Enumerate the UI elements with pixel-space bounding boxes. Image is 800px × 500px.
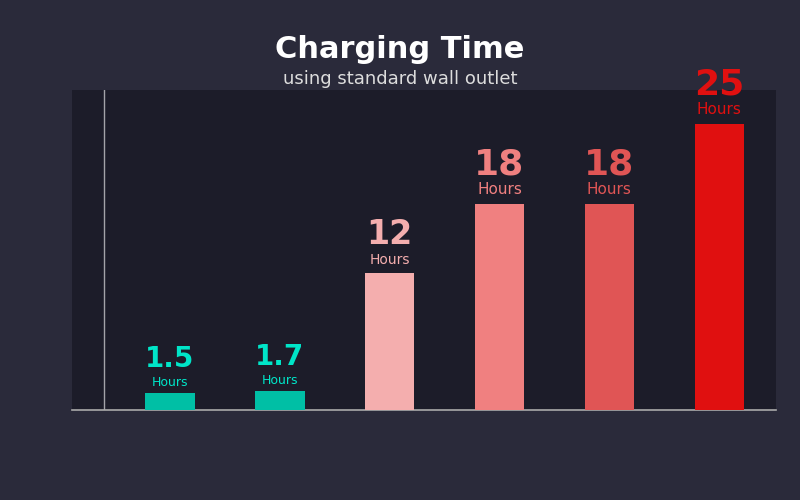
Text: Hours: Hours xyxy=(587,182,632,198)
Text: 1.7: 1.7 xyxy=(255,342,305,370)
Bar xyxy=(585,204,634,410)
Text: using standard wall outlet: using standard wall outlet xyxy=(282,70,518,88)
Bar xyxy=(365,273,414,410)
Text: 12: 12 xyxy=(366,218,413,251)
Text: Hours: Hours xyxy=(262,374,298,386)
Bar xyxy=(475,204,524,410)
Text: 18: 18 xyxy=(474,148,525,182)
Bar xyxy=(694,124,744,410)
Text: Hours: Hours xyxy=(152,376,188,389)
Text: Hours: Hours xyxy=(370,253,410,267)
Text: 1.5: 1.5 xyxy=(146,345,194,373)
Text: Hours: Hours xyxy=(697,102,742,118)
Text: Hours: Hours xyxy=(477,182,522,198)
Text: 25: 25 xyxy=(694,68,745,102)
Text: 18: 18 xyxy=(584,148,634,182)
Bar xyxy=(146,393,194,410)
Bar xyxy=(255,390,305,410)
Text: Charging Time: Charging Time xyxy=(275,35,525,64)
